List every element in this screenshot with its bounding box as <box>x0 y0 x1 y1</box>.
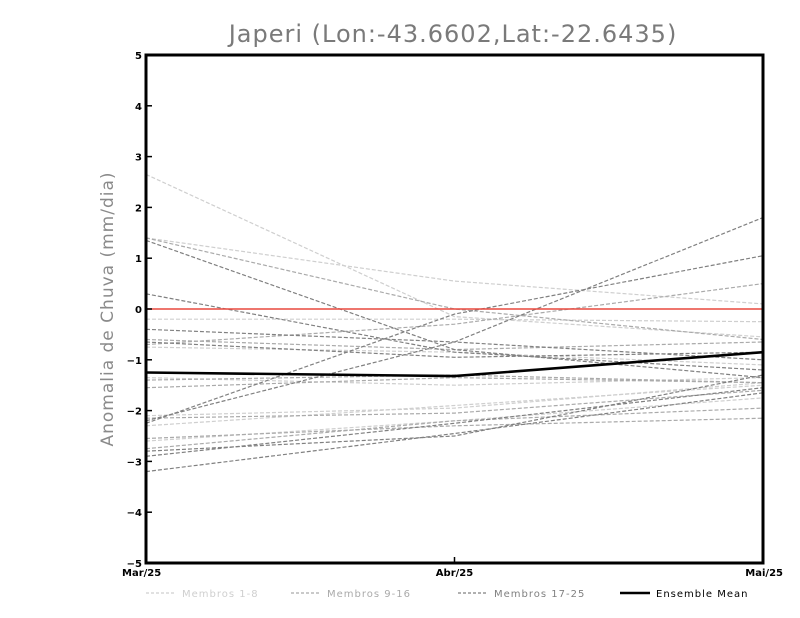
series-line-m12 <box>145 389 764 419</box>
series-line-m15 <box>145 376 764 389</box>
series-line-m14 <box>145 407 764 450</box>
y-tick-label: 4 <box>135 102 142 113</box>
series-line-m3 <box>146 318 764 323</box>
plot-area <box>145 173 764 473</box>
series-line-m17 <box>145 239 764 379</box>
axes: −5 −4 −3 −2 −1 0 1 2 3 4 5 Mar/25 Abr/25 Mai/25 <box>122 51 783 579</box>
y-tick-label: −1 <box>127 356 142 367</box>
series-line-m13 <box>145 417 764 440</box>
y-tick-label: 5 <box>135 51 142 62</box>
series-line-m22 <box>145 374 764 452</box>
series-line-m1 <box>145 173 764 338</box>
series-line-m16 <box>145 283 764 346</box>
legend: Membros 1-8 Membros 9-16 Membros 17-25 Ense… <box>146 589 748 600</box>
series-line-m6 <box>145 384 764 427</box>
legend-label: Ensemble Mean <box>656 589 748 600</box>
legend-label: Membros 17-25 <box>494 589 585 600</box>
series-line-m25 <box>145 341 764 358</box>
series-line-m5 <box>145 382 764 417</box>
series-line-m9 <box>145 237 764 341</box>
series-line-m2 <box>145 237 764 305</box>
series-line-m20 <box>145 217 764 422</box>
y-tick-label: −4 <box>127 508 142 519</box>
series-line-m24 <box>145 392 764 473</box>
x-tick-label: Mar/25 <box>122 568 161 579</box>
y-tick-label: −3 <box>127 457 142 468</box>
x-tick-label: Abr/25 <box>436 568 473 579</box>
y-tick-label: 1 <box>135 254 142 265</box>
y-tick-label: 0 <box>135 305 142 316</box>
y-tick-label: 2 <box>135 203 142 214</box>
series-line-m7 <box>145 377 764 386</box>
legend-label: Membros 9-16 <box>327 589 411 600</box>
series-line-m18 <box>145 293 764 371</box>
legend-label: Membros 1-8 <box>182 589 259 600</box>
series-line-m23 <box>145 387 764 457</box>
x-tick-label: Mai/25 <box>745 568 783 579</box>
y-tick-label: −5 <box>127 559 142 570</box>
y-axis-label: Anomalia de Chuva (mm/dia) <box>98 171 118 446</box>
y-tick-label: 3 <box>135 153 142 164</box>
ensemble-mean-line <box>145 350 764 378</box>
chart-title: Japeri (Lon:-43.6602,Lat:-22.6435) <box>227 20 678 48</box>
series-line-m21 <box>145 255 764 424</box>
y-tick-label: −2 <box>127 407 142 418</box>
